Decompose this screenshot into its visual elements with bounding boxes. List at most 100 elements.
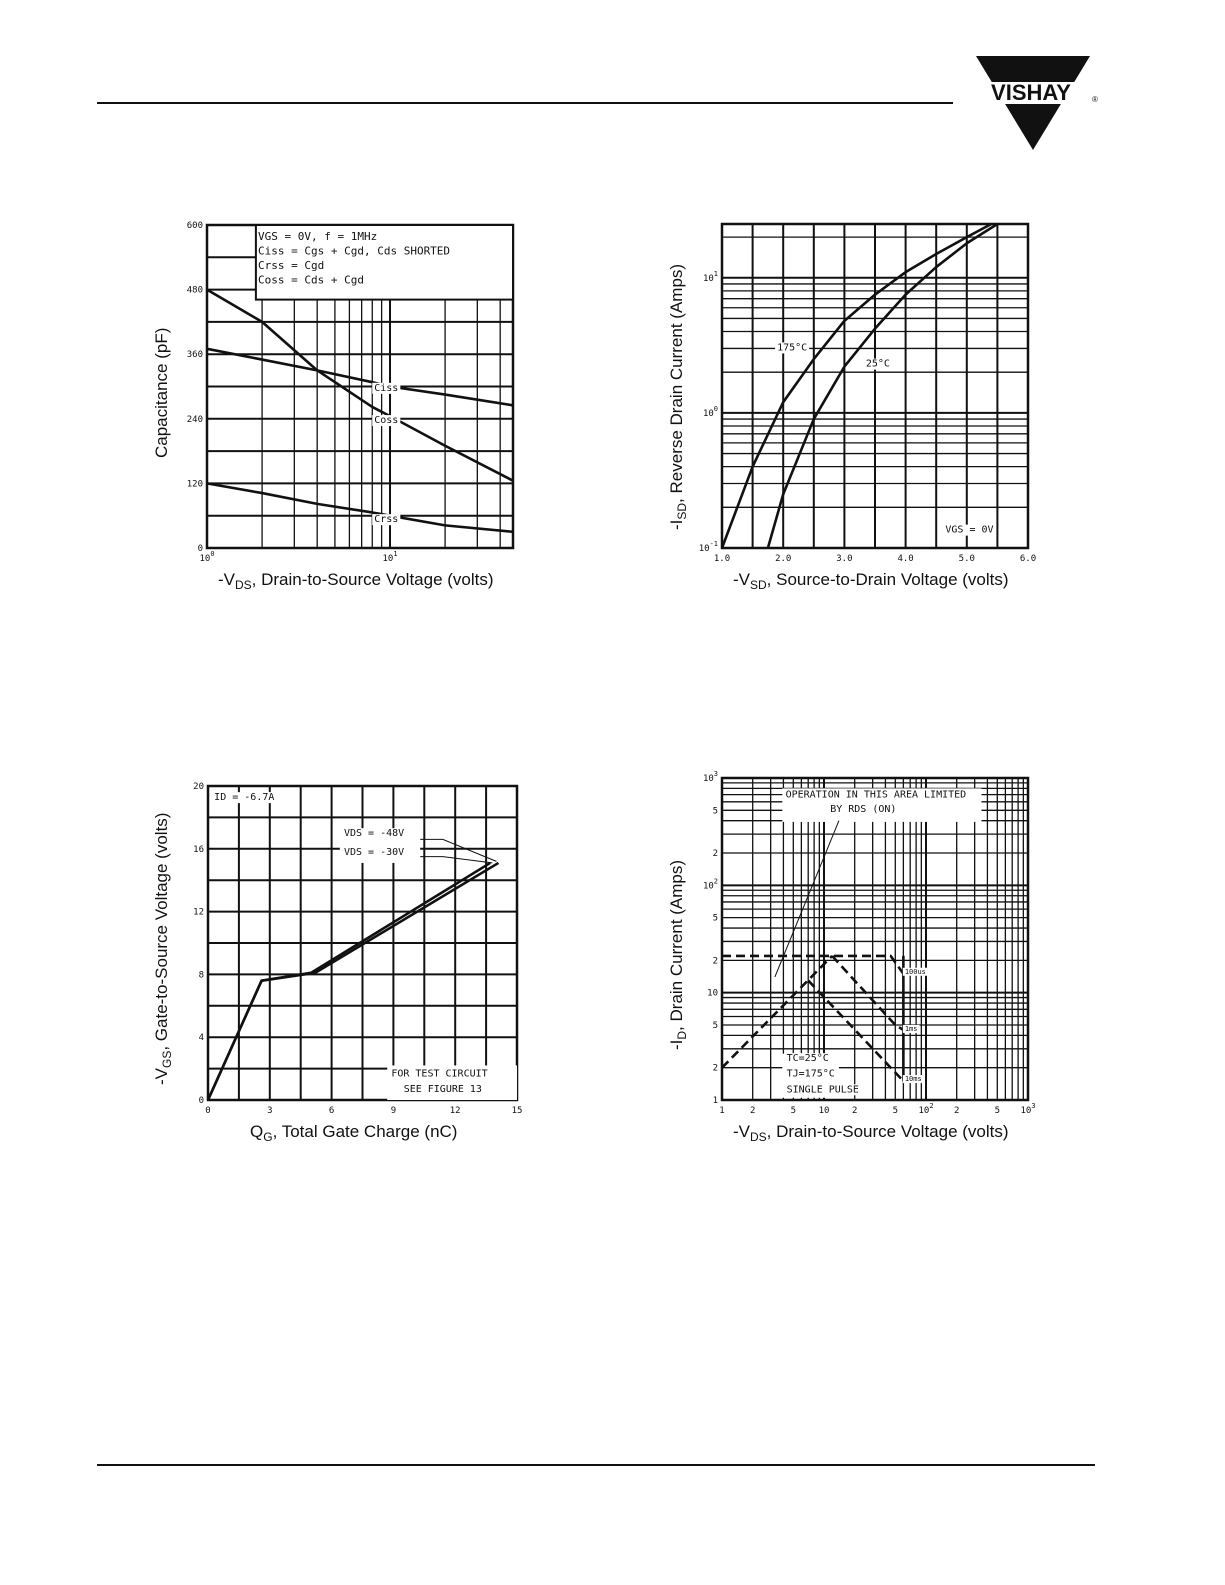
axis-label-subscript: DS: [235, 578, 252, 592]
axis-label-prefix: -I: [667, 1039, 686, 1050]
x-tick-label: 2: [954, 1106, 959, 1116]
x-tick-label: 1.0: [714, 554, 730, 564]
chart-annotation: FOR TEST CIRCUIT: [391, 1068, 487, 1079]
y-tick-label: 240: [187, 415, 203, 425]
y-tick-label: 16: [193, 845, 204, 855]
chart-annotation: Coss = Cds + Cgd: [258, 274, 364, 287]
chart-1: 100 101 0 120 240 360 480 600 VGS = 0V, f = 1MHz…: [187, 221, 515, 564]
x-tick-label: 1: [719, 1106, 724, 1116]
chart-annotation: Crss: [374, 514, 398, 525]
series-line-25-c: [766, 222, 999, 549]
axis-label-text: , Source-to-Drain Voltage (volts): [766, 570, 1009, 589]
chart-annotation: VGS = 0V, f = 1MHz: [258, 230, 377, 243]
x-tick-label: 101: [382, 550, 397, 564]
series-line-10ms: [807, 979, 905, 1082]
soa-note-box: [782, 788, 982, 822]
y-tick-label: 480: [187, 286, 203, 296]
y-tick-label: 2: [713, 956, 718, 966]
plot-frame: [720, 222, 1030, 550]
x-tick-label: 12: [450, 1106, 461, 1116]
y-tick-label: 4: [199, 1033, 204, 1043]
x-tick-label: 5.0: [959, 554, 975, 564]
y-tick-label: 100: [703, 405, 718, 419]
x-tick-label: 100: [199, 550, 214, 564]
axis-label-text: , Gate-to-Source Voltage (volts): [152, 812, 171, 1051]
x-tick-label: 103: [1020, 1102, 1035, 1116]
chart-annotation: OPERATION IN THIS AREA LIMITED: [786, 789, 967, 800]
x-tick-label: 2: [852, 1106, 857, 1116]
axis-label-subscript: G: [263, 1130, 273, 1144]
axis-label-text: , Reverse Drain Current (Amps): [667, 263, 686, 503]
x-tick-label: 2.0: [775, 554, 791, 564]
x-axis-label: -VSD, Source-to-Drain Voltage (volts): [733, 570, 1009, 592]
footer-rule: [97, 1464, 1095, 1466]
chart-annotation: 25°C: [866, 359, 890, 370]
test-circuit-note-box: [387, 1065, 517, 1100]
chart-annotation: SINGLE PULSE: [787, 1084, 859, 1095]
axis-label-subscript: D: [675, 1030, 689, 1040]
x-tick-label: 3.0: [836, 554, 852, 564]
series-line-coss: [206, 288, 514, 482]
series-line-ciss: [206, 347, 514, 407]
y-tick-label: 12: [193, 908, 204, 918]
x-tick-label: 0: [205, 1106, 210, 1116]
series-line-crss: [206, 482, 514, 534]
chart-annotation: SEE FIGURE 13: [404, 1084, 482, 1095]
y-tick-label: 0: [198, 544, 203, 554]
chart-annotation: BY RDS (ON): [830, 804, 896, 815]
chart-annotation: TJ=175°C: [787, 1069, 835, 1080]
axis-label-prefix: Q: [250, 1122, 264, 1141]
x-axis-label: -VDS, Drain-to-Source Voltage (volts): [733, 1122, 1009, 1144]
y-tick-label: 5: [713, 1021, 718, 1031]
x-tick-label: 5: [995, 1106, 1000, 1116]
chart-annotation: TC=25°C: [787, 1053, 829, 1064]
y-tick-label: 5: [713, 806, 718, 816]
axis-label-text: Capacitance (pF): [152, 327, 171, 458]
x-tick-label: 3: [267, 1106, 272, 1116]
chart-annotation: ID = -6.7A: [214, 792, 274, 803]
vishay-logo: VISHAY ®: [968, 56, 1098, 150]
y-tick-label: 10: [707, 989, 718, 999]
series-line-1ms: [831, 955, 905, 1031]
y-axis-label: -ISD, Reverse Drain Current (Amps): [667, 264, 689, 530]
y-tick-label: 8: [199, 970, 204, 980]
x-tick-label: 102: [918, 1102, 933, 1116]
x-tick-label: 4.0: [897, 554, 913, 564]
chart-annotation: 10ms: [905, 1075, 922, 1083]
x-tick-label: 6.0: [1020, 554, 1036, 564]
x-tick-label: 9: [391, 1106, 396, 1116]
x-tick-label: 5: [791, 1106, 796, 1116]
chart-2: 1.0 2.0 3.0 4.0 5.0 6.0 10-1 100 101 175°C 25°C VGS…: [699, 222, 1036, 564]
series-line-vds-30v: [206, 861, 491, 1101]
chart-annotation: 175°C: [777, 342, 807, 353]
y-tick-label: 0: [199, 1096, 204, 1106]
chart-annotation: VGS = 0V: [945, 525, 993, 536]
axis-label-subscript: DS: [750, 1130, 767, 1144]
y-tick-label: 101: [703, 270, 718, 284]
axis-label-text: , Total Gate Charge (nC): [272, 1122, 458, 1141]
vds-48-leader: [420, 838, 497, 862]
chart-annotation: 100us: [905, 968, 926, 976]
x-tick-label: 6: [329, 1106, 334, 1116]
series-line-rds-on-limit: [721, 955, 834, 1069]
chart-annotation: VDS = -30V: [344, 847, 404, 858]
axis-label-subscript: SD: [750, 578, 767, 592]
axis-label-subscript: SD: [675, 502, 689, 520]
plot-frame: [720, 776, 1030, 1102]
x-tick-label: 2: [750, 1106, 755, 1116]
x-tick-label: 15: [512, 1106, 523, 1116]
axis-label-prefix: -V: [733, 1122, 750, 1141]
y-tick-label: 1: [713, 1096, 718, 1106]
x-tick-label: 5: [893, 1106, 898, 1116]
axis-label-subscript: GS: [160, 1050, 174, 1068]
chart-annotation: Ciss: [374, 383, 398, 394]
y-tick-label: 5: [713, 914, 718, 924]
x-axis-label: QG, Total Gate Charge (nC): [250, 1122, 457, 1144]
y-axis-label: -ID, Drain Current (Amps): [667, 860, 689, 1050]
y-tick-label: 360: [187, 350, 203, 360]
logo-text: VISHAY: [991, 80, 1071, 105]
chart-3: 0 3 6 9 12 15 0 4 8 12 16 20 ID = -6.7A VDS = -48V VDS…: [193, 782, 523, 1116]
x-axis-label: -VDS, Drain-to-Source Voltage (volts): [218, 570, 494, 592]
axis-label-text: , Drain-to-Source Voltage (volts): [766, 1122, 1009, 1141]
axis-label-prefix: -I: [667, 519, 686, 530]
